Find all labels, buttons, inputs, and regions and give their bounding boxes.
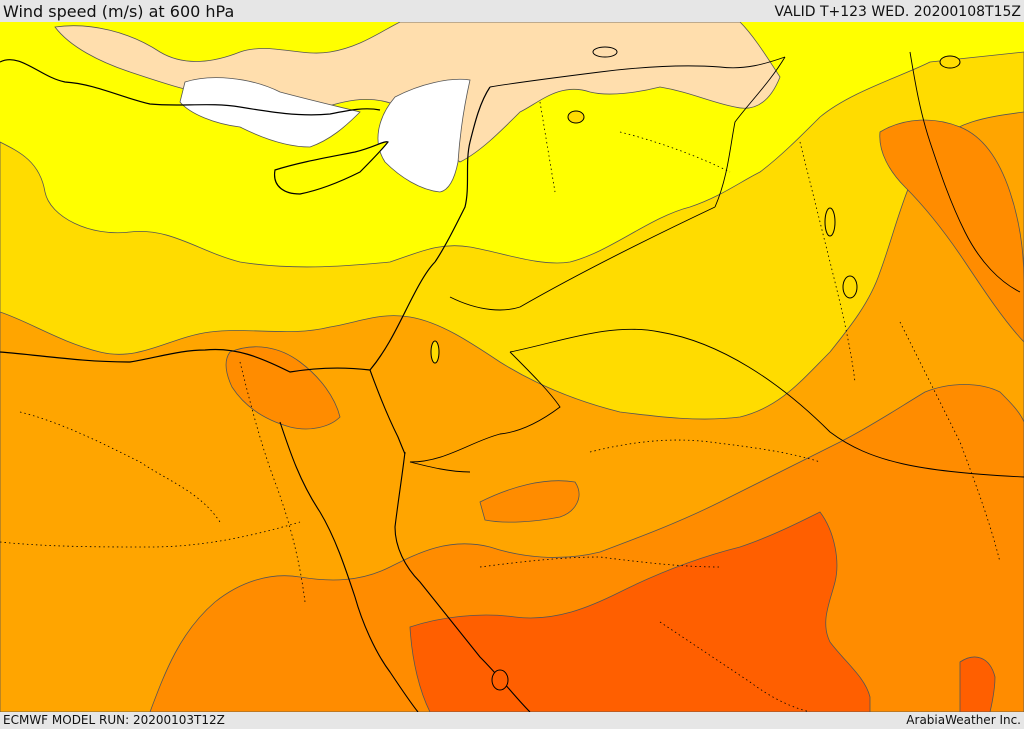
border-jordan-saudi [449,206,716,311]
border-syria-iraq [714,56,786,208]
border-iraq-iran [909,51,1021,293]
wind-band-very-strong-south [959,656,996,712]
wind-speed-map [0,22,1024,712]
wind-band-strong-sinai [225,346,341,430]
keban-lake [592,46,618,58]
header-bar: Wind speed (m/s) at 600 hPa VALID T+123 … [0,0,1024,22]
wind-band-calm-west [179,77,361,148]
province-borders [0,101,1001,712]
border-iraq-saudi [509,328,1024,478]
dead-sea-lake [430,340,440,364]
coastline-north-africa [0,261,436,373]
razzaza-lake [842,275,858,299]
urmia-lake [939,55,961,69]
border-saudi-jordan-south [409,351,561,473]
map-title: Wind speed (m/s) at 600 hPa [3,2,235,21]
wind-band-calm-east [377,78,471,193]
map-canvas [0,22,1024,712]
island-red-sea [491,669,509,691]
coastline-sinai [369,369,406,455]
wind-band-strong-north [879,119,1024,343]
model-run-label: ECMWF MODEL RUN: 20200103T12Z [3,713,225,727]
coastline-turkey [0,59,381,116]
footer-bar: ECMWF MODEL RUN: 20200103T12Z ArabiaWeat… [0,712,1024,729]
credit-label: ArabiaWeather Inc. [906,713,1021,727]
wind-band-strong-east [479,480,580,523]
border-turkey-syria [489,56,786,88]
coastline-levant [434,86,491,263]
coastline-gulf-of-suez [279,421,419,712]
valid-time: VALID T+123 WED. 20200108T15Z [774,4,1021,20]
tharthar-lake [824,207,836,237]
cyprus-island [273,141,389,195]
assad-lake [567,110,585,124]
wind-band-very-strong [409,511,871,712]
